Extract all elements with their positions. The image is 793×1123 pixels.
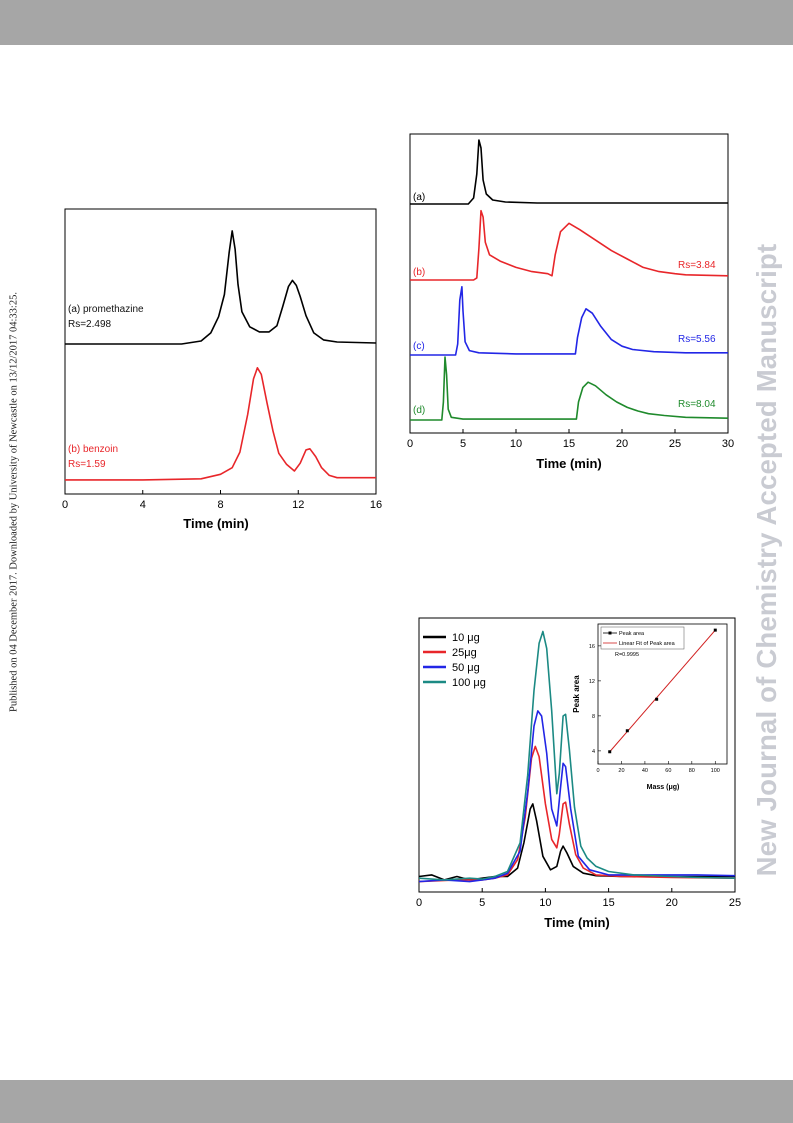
- rs-label-b: Rs=3.84: [678, 260, 716, 271]
- x-tick-label: 25: [729, 897, 741, 909]
- trace-d: [410, 356, 729, 421]
- x-tick-label: 5: [460, 438, 466, 450]
- x-tick-label: 5: [479, 897, 485, 909]
- rs-label-benzoin: Rs=1.59: [68, 459, 106, 470]
- series-label-c: (c): [413, 341, 425, 352]
- trace-a-promethazine: [65, 230, 377, 345]
- inset-x-tick-label: 40: [642, 768, 648, 774]
- inset-x-tick-label: 60: [665, 768, 671, 774]
- trace-50-g: [418, 710, 736, 883]
- series-label-benzoin: (b) benzoin: [68, 444, 118, 455]
- x-tick-label: 15: [602, 897, 614, 909]
- x-tick-label: 20: [616, 438, 628, 450]
- legend-label-50-g: 50 μg: [452, 662, 480, 674]
- x-tick-label: 12: [292, 499, 304, 511]
- inset-legend-fit: Linear Fit of Peak area: [619, 641, 676, 647]
- series-label-promethazine: (a) promethazine: [68, 304, 144, 315]
- x-tick-label: 25: [669, 438, 681, 450]
- rs-label-c: Rs=5.56: [678, 334, 716, 345]
- series-label-b: (b): [413, 267, 425, 278]
- x-tick-label: 10: [539, 897, 551, 909]
- inset-x-axis-label: Mass (μg): [647, 784, 680, 791]
- inset-data-point: [713, 628, 717, 632]
- inset-legend-box: [600, 626, 685, 650]
- inset-y-tick-label: 8: [592, 714, 595, 720]
- series-label-d: (d): [413, 405, 425, 416]
- x-tick-label: 0: [407, 438, 413, 450]
- inset-y-tick-label: 4: [592, 749, 595, 755]
- inset-y-tick-label: 12: [589, 679, 595, 685]
- inset-calibration-plot: Peak area Linear Fit of Peak area R=0.99…: [572, 620, 733, 791]
- x-tick-label: 20: [666, 897, 678, 909]
- x-tick-label: 0: [416, 897, 422, 909]
- inset-x-tick-label: 80: [689, 768, 695, 774]
- inset-legend-point-marker: [608, 631, 612, 635]
- inset-data-point: [608, 750, 612, 754]
- x-axis-label: Time (min): [536, 456, 602, 471]
- plot-frame: [418, 617, 736, 893]
- legend-label-100-g: 100 μg: [452, 677, 486, 689]
- inset-y-tick-label: 16: [589, 644, 595, 650]
- x-axis-label: Time (min): [183, 516, 249, 531]
- inset-legend-points: Peak area: [619, 631, 645, 637]
- x-tick-label: 8: [217, 499, 223, 511]
- x-tick-label: 0: [62, 499, 68, 511]
- inset-x-tick-label: 0: [596, 768, 599, 774]
- x-tick-label: 30: [722, 438, 734, 450]
- x-tick-label: 16: [370, 499, 382, 511]
- trace-a: [410, 139, 728, 205]
- inset-x-tick-label: 100: [711, 768, 720, 774]
- trace-25-g: [418, 745, 736, 883]
- trace-b: [410, 209, 729, 281]
- legend-label-10-g: 10 μg: [452, 632, 480, 644]
- trace-c: [410, 286, 728, 356]
- trace-10-g: [418, 803, 735, 881]
- series-label-a: (a): [413, 192, 425, 203]
- x-axis-label: Time (min): [544, 915, 610, 930]
- top-band: [0, 0, 793, 45]
- rs-label-d: Rs=8.04: [678, 399, 716, 410]
- legend-label-25-g: 25μg: [452, 647, 477, 659]
- legend: 10 μg 25μg 50 μg 100 μg: [423, 632, 486, 689]
- trace-b-benzoin: [65, 367, 376, 481]
- inset-data-point: [625, 729, 629, 733]
- inset-data-point: [655, 697, 659, 701]
- trace-100-g: [418, 630, 736, 881]
- inset-x-tick-label: 20: [618, 768, 624, 774]
- rs-label-promethazine: Rs=2.498: [68, 319, 112, 330]
- x-tick-label: 15: [563, 438, 575, 450]
- inset-r-value: R=0.9995: [615, 652, 639, 658]
- inset-y-axis-label: Peak area: [572, 675, 581, 713]
- x-tick-label: 4: [140, 499, 146, 511]
- bottom-band: [0, 1080, 793, 1123]
- inset-frame: [597, 623, 728, 765]
- x-tick-label: 10: [510, 438, 522, 450]
